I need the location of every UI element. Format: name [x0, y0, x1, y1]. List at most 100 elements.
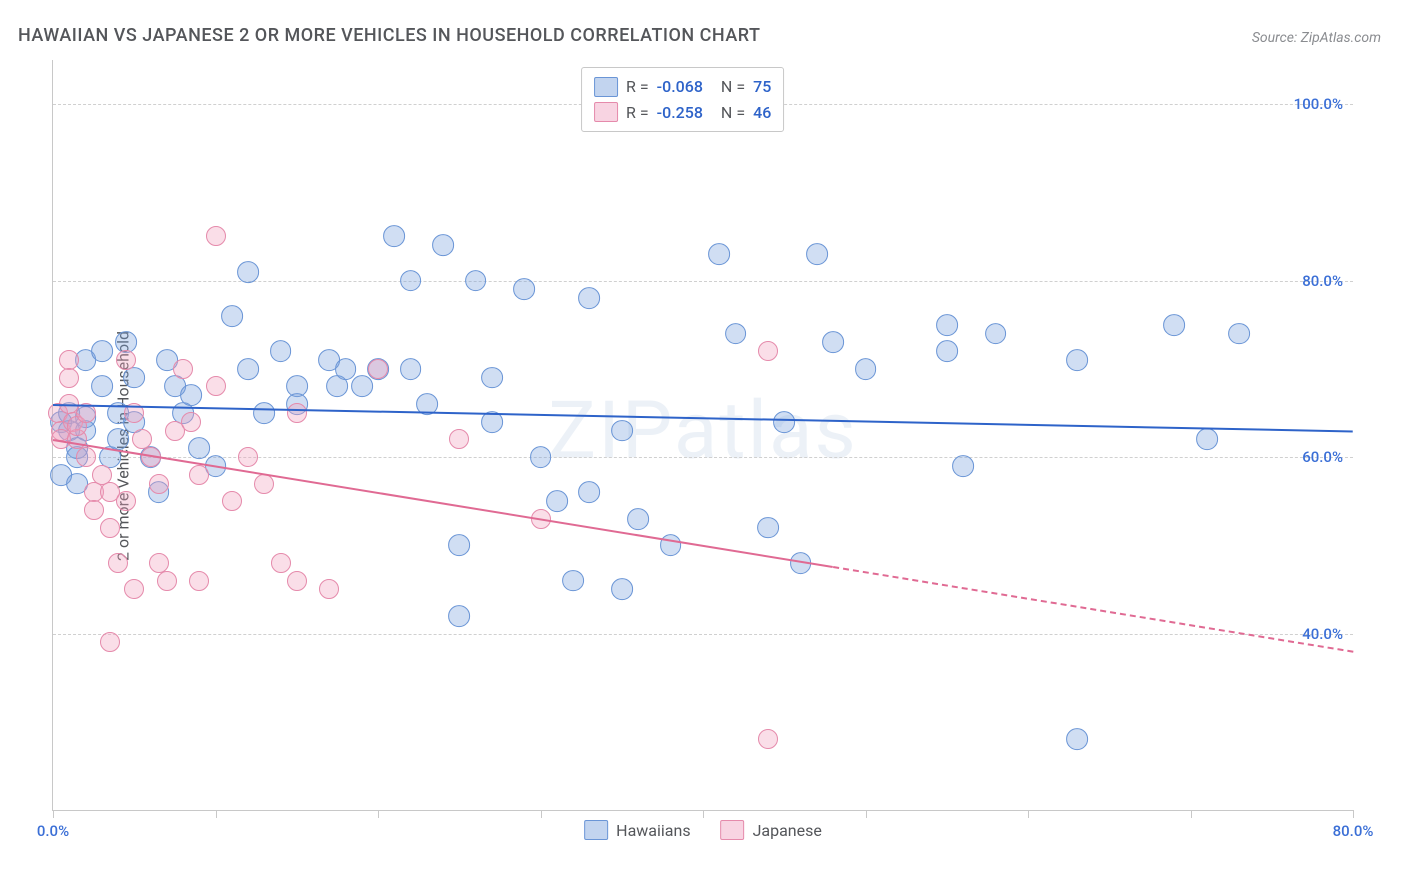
x-tick-mark — [703, 810, 704, 818]
data-point — [59, 368, 79, 388]
data-point — [189, 571, 209, 591]
scatter-chart: ZIPatlas R =-0.068N =75R =-0.258N =46 Ha… — [52, 60, 1353, 811]
legend-swatch — [721, 820, 745, 840]
y-tick-label: 40.0% — [1302, 625, 1343, 643]
data-point — [149, 474, 169, 494]
data-point — [530, 446, 552, 468]
data-point — [936, 314, 958, 336]
data-point — [758, 729, 778, 749]
trend-line — [833, 566, 1354, 655]
series-legend: Hawaiians Japanese — [584, 820, 822, 840]
data-point — [206, 226, 226, 246]
gridline — [53, 634, 1353, 635]
data-point — [270, 340, 292, 362]
data-point — [465, 270, 487, 292]
data-point — [513, 279, 535, 301]
data-point — [351, 376, 373, 398]
data-point — [546, 490, 568, 512]
data-point — [578, 287, 600, 309]
x-tick-label: 80.0% — [1333, 822, 1374, 840]
data-point — [253, 402, 275, 424]
legend-item: Hawaiians — [584, 820, 690, 840]
x-tick-mark — [378, 810, 379, 818]
data-point — [287, 403, 307, 423]
x-tick-label: 0.0% — [37, 822, 69, 840]
data-point — [1066, 349, 1088, 371]
data-point — [725, 323, 747, 345]
data-point — [708, 243, 730, 265]
x-tick-mark — [866, 810, 867, 818]
x-tick-mark — [1353, 810, 1354, 818]
data-point — [237, 261, 259, 283]
legend-n-value: 75 — [753, 74, 771, 100]
data-point — [271, 553, 291, 573]
data-point — [936, 340, 958, 362]
data-point — [432, 234, 454, 256]
data-point — [627, 508, 649, 530]
legend-swatch — [584, 820, 608, 840]
data-point — [855, 358, 877, 380]
data-point — [116, 491, 136, 511]
trend-line — [53, 404, 1353, 432]
data-point — [237, 358, 259, 380]
data-point — [173, 359, 193, 379]
data-point — [1066, 729, 1088, 751]
x-tick-mark — [53, 810, 54, 818]
data-point — [107, 429, 129, 451]
data-point — [91, 376, 113, 398]
legend-row: R = -0.068 N = 75 — [594, 74, 771, 100]
data-point — [952, 455, 974, 477]
data-point — [124, 579, 144, 599]
data-point — [1163, 314, 1185, 336]
data-point — [188, 437, 210, 459]
chart-title: HAWAIIAN VS JAPANESE 2 OR MORE VEHICLES … — [18, 25, 760, 46]
x-tick-mark — [1028, 810, 1029, 818]
y-tick-label: 60.0% — [1302, 448, 1343, 466]
data-point — [368, 359, 388, 379]
source-attribution: Source: ZipAtlas.com — [1252, 30, 1381, 46]
data-point — [180, 384, 202, 406]
data-point — [806, 243, 828, 265]
data-point — [985, 323, 1007, 345]
data-point — [91, 340, 113, 362]
data-point — [84, 500, 104, 520]
data-point — [611, 579, 633, 601]
legend-r-value: -0.068 — [657, 74, 703, 100]
legend-row: R =-0.258N =46 — [594, 100, 771, 126]
legend-swatch — [594, 77, 618, 97]
data-point — [222, 491, 242, 511]
data-point — [157, 571, 177, 591]
data-point — [822, 331, 844, 353]
legend-n-value: 46 — [753, 100, 771, 126]
data-point — [562, 570, 584, 592]
legend-r-label: R = — [626, 74, 649, 100]
legend-r-label: R = — [626, 100, 649, 126]
data-point — [181, 412, 201, 432]
data-point — [100, 632, 120, 652]
legend-item: Japanese — [721, 820, 822, 840]
x-tick-mark — [1191, 810, 1192, 818]
data-point — [1196, 429, 1218, 451]
trend-line — [53, 439, 833, 568]
legend-swatch — [594, 102, 618, 122]
data-point — [287, 571, 307, 591]
x-tick-mark — [216, 810, 217, 818]
data-point — [206, 376, 226, 396]
data-point — [1228, 323, 1250, 345]
data-point — [123, 367, 145, 389]
legend-label: Hawaiians — [616, 821, 690, 840]
data-point — [335, 358, 357, 380]
data-point — [221, 305, 243, 327]
y-tick-label: 100.0% — [1294, 95, 1343, 113]
data-point — [757, 517, 779, 539]
data-point — [383, 226, 405, 248]
data-point — [76, 447, 96, 467]
legend-n-label: N = — [721, 74, 745, 100]
legend-n-label: N = — [721, 100, 745, 126]
correlation-legend: R =-0.068N =75R =-0.258N =46 — [581, 67, 784, 132]
watermark: ZIPatlas — [548, 383, 858, 477]
data-point — [448, 534, 470, 556]
x-tick-mark — [541, 810, 542, 818]
data-point — [100, 518, 120, 538]
data-point — [449, 429, 469, 449]
